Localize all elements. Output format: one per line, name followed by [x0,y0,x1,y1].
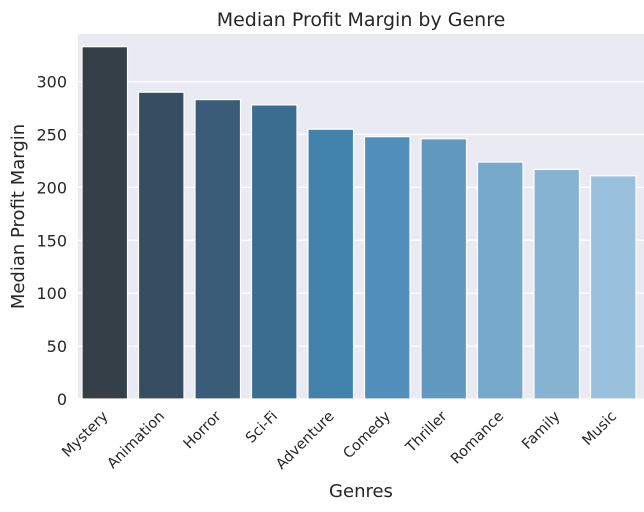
bar-horror [195,100,241,399]
bar-sci-fi [252,105,298,399]
x-tick-label: Animation [104,409,168,473]
bar-animation [139,92,185,399]
bar-romance [478,162,524,399]
x-tick-label: Romance [448,408,507,467]
y-axis-label: Median Profit Margin [8,124,29,309]
x-tick-label: Music [580,409,621,450]
y-tick-label: 150 [36,231,67,250]
chart-title: Median Profit Margin by Genre [217,9,506,31]
bar-family [534,169,580,399]
bar-adventure [308,129,354,399]
x-axis-label: Genres [329,481,393,502]
y-tick-label: 300 [36,73,67,92]
x-tick-label: Thriller [403,408,451,456]
bar-thriller [421,139,467,399]
x-tick-label: Comedy [340,408,394,462]
x-tick-label: Horror [181,408,225,452]
y-tick-label: 0 [57,390,67,409]
y-tick-label: 200 [36,178,67,197]
bar-music [591,176,637,399]
y-tick-label: 250 [36,126,67,145]
y-tick-label: 100 [36,284,67,303]
x-tick-label: Adventure [273,408,337,472]
bar-mystery [82,47,128,399]
y-tick-label: 50 [47,337,67,356]
x-tick-label: Family [519,408,564,453]
x-tick-label: Mystery [59,408,111,460]
x-tick-label: Sci-Fi [243,409,281,447]
y-tick-labels: 0 50 100 150 200 250 300 [36,73,67,409]
bar-comedy [365,137,411,399]
